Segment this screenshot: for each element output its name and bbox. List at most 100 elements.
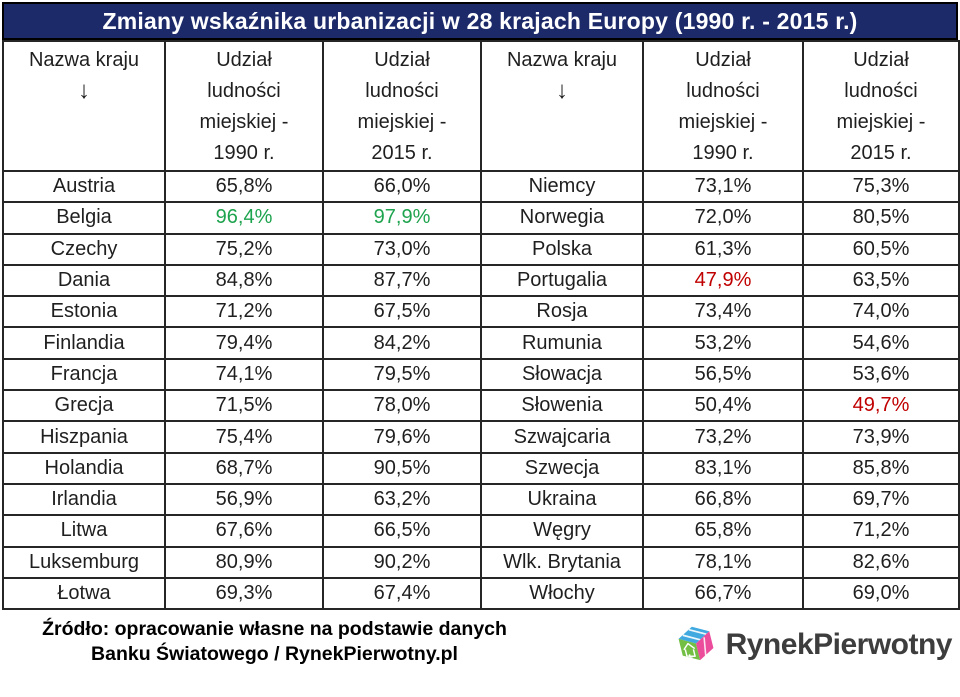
table-row: Łotwa 69,3% 67,4% Włochy 66,7% 69,0%: [2, 576, 960, 611]
v1990-cell: 67,6%: [164, 514, 324, 548]
v1990-cell: 61,3%: [642, 232, 804, 266]
v2015-cell: 54,6%: [802, 326, 960, 360]
country-cell: Słowacja: [480, 357, 644, 392]
country-header-label: Nazwa kraju: [28, 49, 140, 71]
v1990-cell: 56,9%: [164, 482, 324, 517]
v2015-cell: 67,5%: [322, 295, 482, 329]
header-2015: Udział ludności miejskiej - 2015 r.: [322, 40, 482, 172]
v1990-cell: 50,4%: [642, 389, 804, 423]
v1990-cell: 75,2%: [164, 232, 324, 266]
v1990-cell: 53,2%: [642, 326, 804, 360]
rynek-pierwotny-logo: RynekPierwotny: [673, 617, 953, 670]
country-cell: Portugalia: [480, 263, 644, 298]
v1990-cell: 73,1%: [642, 169, 804, 204]
v1990-cell: 66,8%: [642, 482, 804, 517]
v1990-cell: 79,4%: [164, 326, 324, 360]
v1990-cell: 69,3%: [164, 576, 324, 611]
v2015-cell: 74,0%: [802, 295, 960, 329]
v2015-cell: 97,9%: [322, 201, 482, 235]
country-header: Nazwa kraju ↓: [480, 40, 644, 172]
v2015-cell: 84,2%: [322, 326, 482, 360]
table-row: Belgia 96,4% 97,9% Norwegia 72,0% 80,5%: [2, 201, 960, 235]
v2015-cell: 71,2%: [802, 514, 960, 548]
down-arrow-icon: ↓: [78, 77, 90, 104]
country-cell: Wlk. Brytania: [480, 545, 644, 579]
country-cell: Holandia: [2, 451, 166, 485]
table-row: Litwa 67,6% 66,5% Węgry 65,8% 71,2%: [2, 514, 960, 548]
table-row: Irlandia 56,9% 63,2% Ukraina 66,8% 69,7%: [2, 482, 960, 517]
v2015-cell: 87,7%: [322, 263, 482, 298]
country-cell: Austria: [2, 169, 166, 204]
v2015-cell: 63,2%: [322, 482, 482, 517]
country-cell: Szwecja: [480, 451, 644, 485]
v1990-cell: 65,8%: [164, 169, 324, 204]
country-cell: Łotwa: [2, 576, 166, 611]
page-title: Zmiany wskaźnika urbanizacji w 28 krajac…: [2, 2, 958, 40]
v1990-cell: 78,1%: [642, 545, 804, 579]
country-cell: Rumunia: [480, 326, 644, 360]
header-2015: Udział ludności miejskiej - 2015 r.: [802, 40, 960, 172]
v1990-cell: 66,7%: [642, 576, 804, 611]
v2015-cell: 49,7%: [802, 389, 960, 423]
v1990-cell: 68,7%: [164, 451, 324, 485]
v2015-cell: 69,7%: [802, 482, 960, 517]
country-cell: Irlandia: [2, 482, 166, 517]
v2015-cell: 73,0%: [322, 232, 482, 266]
table-row: Czechy 75,2% 73,0% Polska 61,3% 60,5%: [2, 232, 960, 266]
country-cell: Węgry: [480, 514, 644, 548]
table-row: Finlandia 79,4% 84,2% Rumunia 53,2% 54,6%: [2, 326, 960, 360]
header-1990: Udział ludności miejskiej - 1990 r.: [164, 40, 324, 172]
v1990-cell: 83,1%: [642, 451, 804, 485]
v1990-cell: 65,8%: [642, 514, 804, 548]
v2015-cell: 79,5%: [322, 357, 482, 392]
country-cell: Polska: [480, 232, 644, 266]
v2015-cell: 90,5%: [322, 451, 482, 485]
country-cell: Dania: [2, 263, 166, 298]
table-header-row: Nazwa kraju ↓ Udział ludności miejskiej -…: [2, 40, 960, 172]
v1990-cell: 71,2%: [164, 295, 324, 329]
v2015-cell: 66,5%: [322, 514, 482, 548]
v1990-cell: 71,5%: [164, 389, 324, 423]
country-cell: Luksemburg: [2, 545, 166, 579]
country-cell: Rosja: [480, 295, 644, 329]
v2015-cell: 63,5%: [802, 263, 960, 298]
table-body: Austria 65,8% 66,0% Niemcy 73,1% 75,3% Belgia 9…: [2, 169, 960, 611]
v2015-cell: 73,9%: [802, 420, 960, 454]
table-row: Dania 84,8% 87,7% Portugalia 47,9% 63,5%: [2, 263, 960, 298]
country-header: Nazwa kraju ↓: [2, 40, 166, 172]
source-line-2: Banku Światowego / RynekPierwotny.pl: [91, 643, 458, 666]
v1990-cell: 74,1%: [164, 357, 324, 392]
table-row: Luksemburg 80,9% 90,2% Wlk. Brytania 78,1% 82…: [2, 545, 960, 579]
country-cell: Francja: [2, 357, 166, 392]
table-row: Austria 65,8% 66,0% Niemcy 73,1% 75,3%: [2, 169, 960, 204]
country-cell: Finlandia: [2, 326, 166, 360]
table-row: Estonia 71,2% 67,5% Rosja 73,4% 74,0%: [2, 295, 960, 329]
country-cell: Estonia: [2, 295, 166, 329]
v2015-cell: 69,0%: [802, 576, 960, 611]
urbanization-table: Nazwa kraju ↓ Udział ludności miejskiej -…: [2, 40, 960, 611]
v1990-cell: 96,4%: [164, 201, 324, 235]
country-cell: Belgia: [2, 201, 166, 235]
v1990-cell: 80,9%: [164, 545, 324, 579]
v2015-cell: 60,5%: [802, 232, 960, 266]
country-cell: Słowenia: [480, 389, 644, 423]
country-cell: Litwa: [2, 514, 166, 548]
country-cell: Ukraina: [480, 482, 644, 517]
v1990-cell: 75,4%: [164, 420, 324, 454]
table-row: Hiszpania 75,4% 79,6% Szwajcaria 73,2% 73,9%: [2, 420, 960, 454]
cube-house-logo-icon: [673, 619, 719, 670]
source-line-1: Źródło: opracowanie własne na podstawie …: [42, 618, 507, 641]
country-cell: Włochy: [480, 576, 644, 611]
country-header-label: Nazwa kraju: [506, 49, 618, 71]
v2015-cell: 75,3%: [802, 169, 960, 204]
header-1990: Udział ludności miejskiej - 1990 r.: [642, 40, 804, 172]
v2015-cell: 53,6%: [802, 357, 960, 392]
v2015-cell: 78,0%: [322, 389, 482, 423]
country-cell: Norwegia: [480, 201, 644, 235]
v2015-cell: 80,5%: [802, 201, 960, 235]
v2015-cell: 85,8%: [802, 451, 960, 485]
country-cell: Niemcy: [480, 169, 644, 204]
footer: Źródło: opracowanie własne na podstawie …: [2, 610, 958, 667]
source-text: Źródło: opracowanie własne na podstawie …: [2, 617, 547, 667]
